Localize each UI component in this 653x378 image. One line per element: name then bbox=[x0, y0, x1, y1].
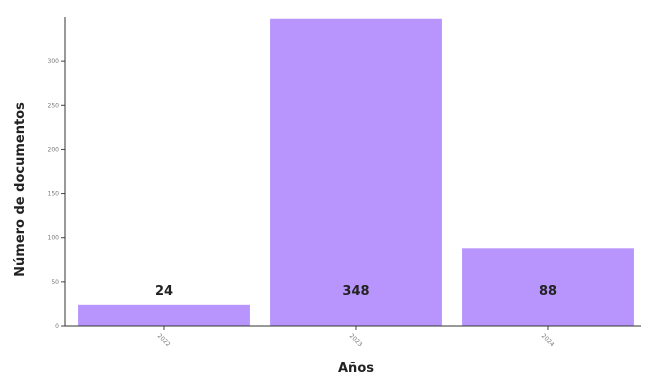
y-axis-title: Número de documentos bbox=[13, 102, 28, 277]
bar-value-label-2024: 88 bbox=[539, 284, 557, 299]
y-tick-label-50: 50 bbox=[51, 279, 59, 286]
bar-2023 bbox=[270, 18, 442, 326]
y-tick-label-100: 100 bbox=[48, 235, 60, 242]
x-tick-label-2024: 2024 bbox=[540, 332, 556, 348]
bar-value-label-2023: 348 bbox=[342, 284, 369, 299]
y-tick-label-0: 0 bbox=[55, 323, 59, 330]
y-tick-label-300: 300 bbox=[48, 58, 60, 65]
x-tick-label-2023: 2023 bbox=[348, 332, 364, 348]
y-tick-label-150: 150 bbox=[48, 191, 60, 198]
y-tick-label-200: 200 bbox=[48, 146, 60, 153]
bar-2022 bbox=[78, 304, 250, 326]
y-axis-ticks: 0 50 100 150 200 250 300 bbox=[48, 58, 65, 330]
x-tick-label-2022: 2022 bbox=[156, 332, 172, 348]
x-axis-title: Años bbox=[338, 361, 374, 376]
y-tick-label-250: 250 bbox=[48, 102, 60, 109]
x-axis-ticks: 2022 2023 2024 bbox=[156, 326, 556, 348]
bar-value-label-2022: 24 bbox=[155, 284, 173, 299]
bar-2024 bbox=[462, 248, 634, 326]
bars-layer: 24 348 88 bbox=[78, 18, 634, 326]
